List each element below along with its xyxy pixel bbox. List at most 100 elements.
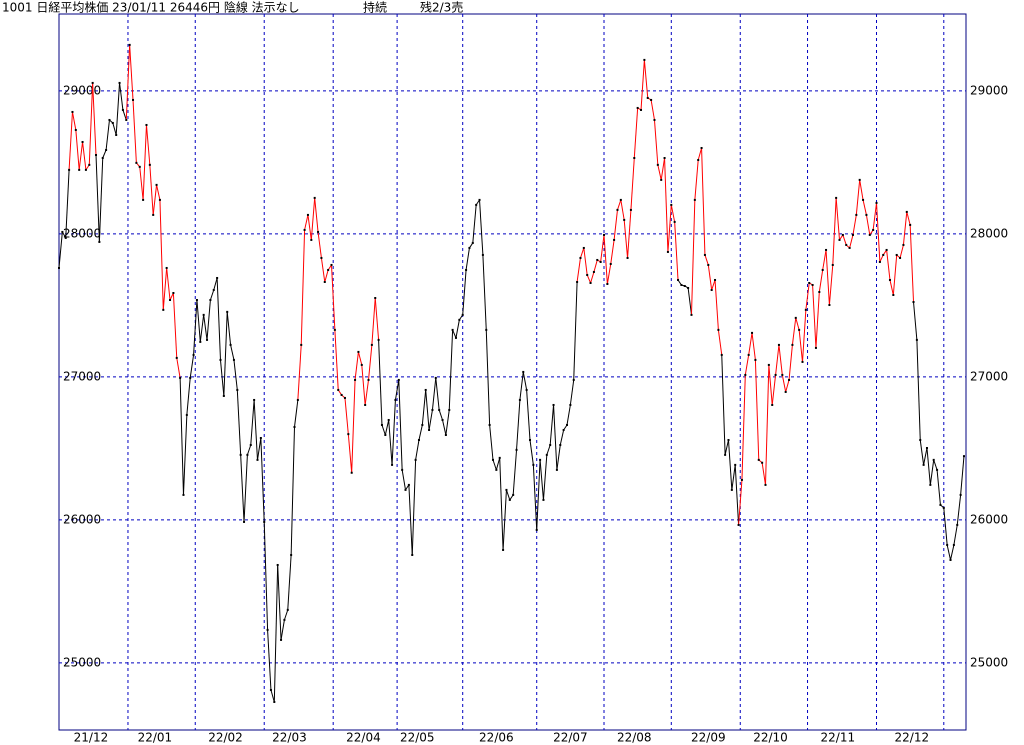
plot-frame (58, 13, 967, 731)
line-segment (849, 234, 854, 249)
data-point (243, 520, 246, 523)
line-segment (539, 459, 544, 500)
data-point (471, 241, 474, 244)
line-segment (899, 244, 904, 259)
line-segment (889, 279, 894, 296)
data-point (424, 388, 427, 391)
data-point (478, 198, 481, 201)
line-segment (812, 284, 817, 348)
data-point (710, 288, 713, 291)
x-tick-label: 22/08 (617, 731, 652, 745)
x-tick-label: 22/03 (272, 731, 307, 745)
data-point (562, 428, 565, 431)
line-segment (189, 354, 195, 379)
data-point (209, 298, 212, 301)
line-segment (88, 82, 94, 165)
line-segment (105, 119, 110, 151)
data-point (727, 438, 730, 441)
data-point (751, 331, 754, 334)
line-segment (825, 249, 830, 306)
data-point (411, 553, 414, 556)
line-segment (633, 107, 639, 159)
line-segment (159, 199, 164, 310)
data-point (936, 468, 939, 471)
line-segment (701, 147, 706, 255)
line-segment (132, 99, 137, 163)
data-point (333, 328, 336, 331)
data-point (84, 168, 87, 171)
data-point (592, 270, 595, 273)
line-segment (953, 524, 958, 546)
line-segment (764, 364, 770, 485)
line-segment (223, 311, 228, 396)
data-point (162, 308, 165, 311)
data-point (391, 463, 394, 466)
line-segment (351, 379, 356, 473)
data-point (939, 503, 942, 506)
data-point (828, 304, 831, 307)
data-point (414, 458, 417, 461)
line-segment (297, 344, 302, 400)
line-segment (553, 404, 558, 470)
line-segment (778, 344, 783, 375)
data-point (323, 280, 326, 283)
data-point (148, 163, 151, 166)
data-point (586, 273, 589, 276)
line-segment (936, 469, 941, 505)
data-point (542, 498, 545, 501)
data-point (364, 403, 367, 406)
data-point (566, 423, 569, 426)
line-segment (522, 371, 528, 391)
data-point (909, 223, 912, 226)
data-point (206, 338, 209, 341)
line-segment (482, 254, 487, 330)
data-point (212, 288, 215, 291)
line-segment (768, 364, 773, 406)
data-point (865, 213, 868, 216)
line-segment (361, 364, 366, 406)
line-segment (112, 122, 117, 136)
line-segment (600, 234, 605, 263)
line-segment (828, 264, 834, 306)
line-segment (92, 82, 97, 156)
data-point (922, 463, 925, 466)
x-tick-label: 22/09 (691, 731, 726, 745)
data-point (239, 453, 242, 456)
data-point (101, 157, 104, 160)
data-point (872, 228, 875, 231)
data-point (491, 458, 494, 461)
line-segment (314, 197, 319, 232)
line-segment (236, 389, 242, 455)
data-point (293, 425, 296, 428)
data-point (673, 220, 676, 223)
data-point (724, 453, 727, 456)
data-point (78, 168, 81, 171)
line-segment (418, 424, 423, 441)
data-point (946, 543, 949, 546)
x-tick-label: 22/02 (208, 731, 243, 745)
data-point (290, 553, 293, 556)
line-segment (902, 211, 908, 245)
data-point (155, 183, 158, 186)
data-point (118, 81, 121, 84)
data-point (888, 278, 891, 281)
data-point (579, 256, 582, 259)
data-point (522, 370, 525, 373)
data-point (367, 378, 370, 381)
line-segment (71, 111, 77, 131)
line-segment (835, 197, 841, 240)
data-point (226, 310, 229, 313)
line-segment (226, 311, 232, 345)
line-segment (556, 444, 561, 470)
data-point (707, 263, 710, 266)
data-point (303, 228, 306, 231)
x-tick-label: 22/07 (553, 731, 588, 745)
data-point (485, 328, 488, 331)
line-segment (65, 169, 70, 238)
data-point (428, 428, 431, 431)
line-segment (529, 439, 534, 465)
data-point (179, 376, 182, 379)
line-segment (495, 457, 501, 471)
data-point (71, 110, 74, 113)
data-point (64, 236, 67, 239)
